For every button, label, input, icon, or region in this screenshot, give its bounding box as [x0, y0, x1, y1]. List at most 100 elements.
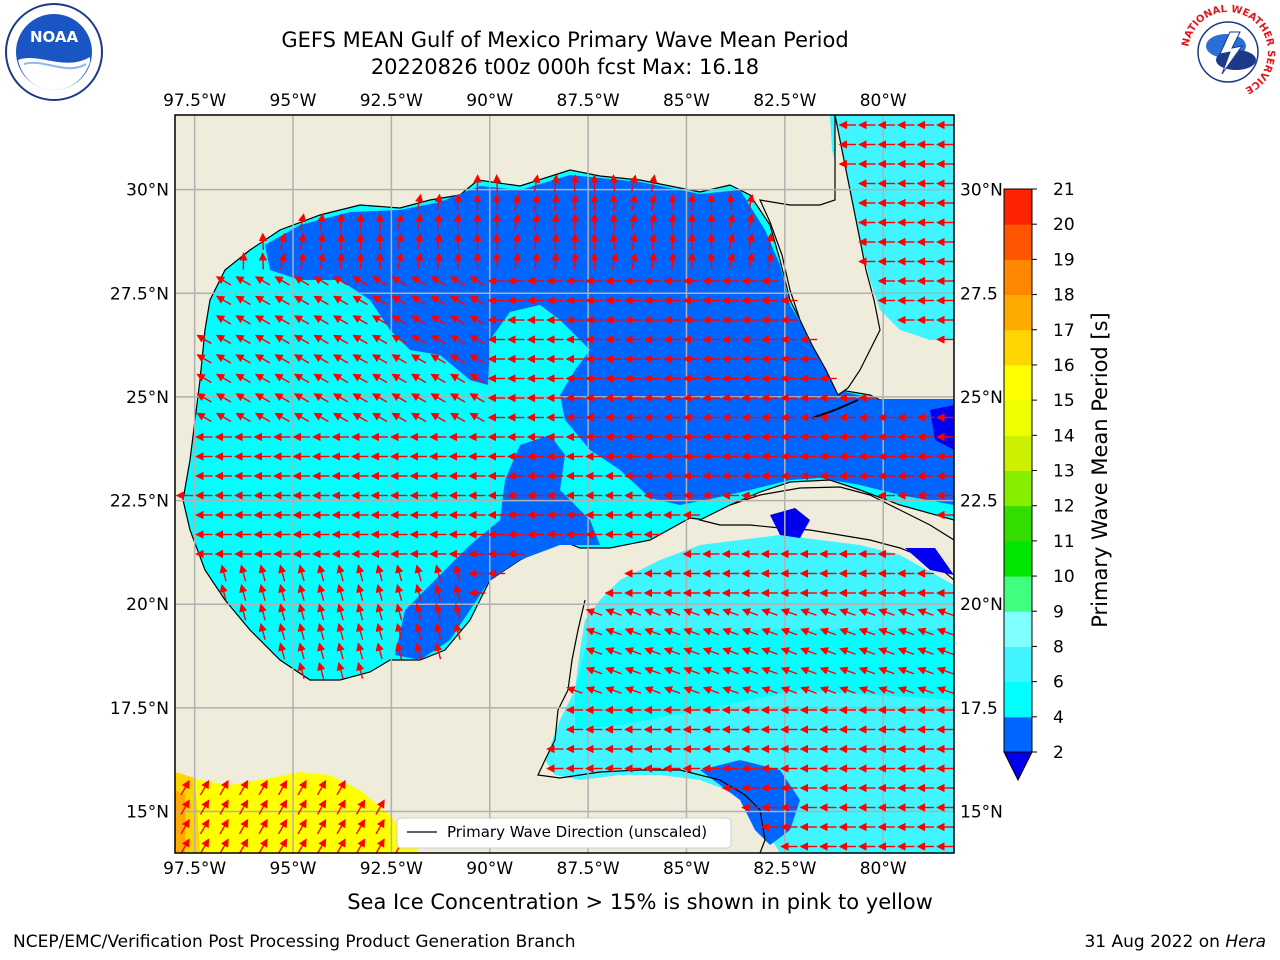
- wave-arrow: [707, 232, 716, 251]
- wave-arrow: [453, 564, 462, 582]
- wave-arrow: [605, 627, 622, 636]
- lon-tick-bottom: 85°W: [663, 859, 710, 879]
- wave-arrow: [663, 627, 681, 636]
- wave-arrow: [702, 686, 720, 695]
- wave-arrow: [707, 213, 716, 231]
- wave-arrow: [531, 252, 541, 270]
- colorbar-tick-label: 19: [1053, 250, 1075, 270]
- wave-arrow: [644, 686, 661, 695]
- lon-tick-bottom: 80°W: [860, 859, 907, 879]
- wave-arrow: [585, 666, 603, 675]
- wave-arrow: [336, 232, 346, 251]
- footer-branch: NCEP/EMC/Verification Post Processing Pr…: [13, 932, 576, 952]
- wave-arrow: [215, 334, 232, 345]
- wave-arrow: [352, 295, 368, 306]
- wave-arrow: [469, 393, 485, 403]
- wave-arrow: [410, 295, 427, 306]
- wave-arrow: [258, 583, 267, 601]
- wave-arrow: [371, 373, 388, 384]
- wave-arrow: [605, 647, 622, 656]
- wave-arrow: [687, 193, 697, 212]
- wave-arrow: [219, 779, 229, 796]
- wave-arrow: [434, 583, 443, 601]
- wave-arrow: [278, 583, 287, 601]
- wave-arrow: [492, 174, 502, 192]
- wave-arrow: [761, 686, 778, 695]
- lat-tick-left: 22.5°N: [110, 492, 169, 512]
- wave-arrow: [219, 564, 228, 582]
- wave-arrow: [761, 627, 778, 636]
- wave-arrow: [761, 647, 778, 656]
- wave-arrow: [293, 354, 310, 364]
- wave-arrow: [551, 252, 560, 270]
- wave-arrow: [391, 276, 407, 286]
- wave-arrow: [336, 661, 345, 679]
- wave-arrow: [278, 232, 287, 250]
- wave-arrow: [434, 252, 443, 270]
- wave-arrow: [336, 252, 346, 270]
- colorbar-tick-label: 11: [1053, 532, 1075, 552]
- wave-arrow: [415, 252, 424, 270]
- wave-arrow: [316, 799, 327, 815]
- wave-arrow: [761, 666, 778, 675]
- lon-tick-bottom: 82.5°W: [753, 859, 816, 879]
- wave-arrow: [278, 642, 287, 660]
- wave-arrow: [469, 295, 485, 306]
- wave-arrow: [430, 412, 446, 423]
- wave-arrow: [293, 295, 310, 306]
- wave-arrow: [371, 412, 388, 423]
- wave-arrow: [297, 583, 306, 601]
- wave-arrow: [878, 608, 895, 617]
- wave-arrow: [215, 315, 232, 325]
- wave-arrow: [332, 412, 349, 423]
- wave-arrow: [551, 232, 560, 251]
- wave-arrow: [819, 608, 837, 617]
- wave-arrow: [410, 354, 427, 364]
- wave-arrow: [274, 276, 290, 286]
- wave-arrow: [469, 276, 485, 286]
- lat-tick-right: 27.5: [960, 284, 998, 304]
- wave-arrow: [297, 564, 306, 582]
- wave-arrow: [297, 603, 306, 621]
- wave-arrow: [629, 252, 638, 270]
- wave-arrow: [702, 647, 720, 656]
- legend-label: Primary Wave Direction (unscaled): [447, 823, 707, 841]
- wave-arrow: [235, 276, 251, 286]
- wave-arrow: [196, 334, 212, 345]
- wave-arrow: [274, 412, 290, 423]
- wave-arrow: [274, 354, 290, 364]
- wave-arrow: [293, 373, 310, 384]
- colorbar-segment: [1004, 505, 1032, 542]
- wave-arrow: [469, 315, 485, 325]
- central-america-coast: [537, 599, 766, 853]
- wave-arrow: [317, 642, 326, 660]
- wave-arrow: [449, 354, 466, 364]
- wave-arrow: [741, 647, 759, 656]
- wave-arrow: [199, 799, 210, 815]
- wave-arrow: [274, 295, 290, 306]
- wave-arrow: [430, 334, 446, 345]
- wave-arrow: [235, 295, 251, 306]
- lon-tick-top: 90°W: [466, 91, 513, 111]
- footer-date: 31 Aug 2022 on Hera: [1084, 932, 1266, 952]
- wave-arrow: [570, 174, 580, 192]
- wave-arrow: [375, 642, 384, 660]
- wave-arrow: [371, 354, 388, 364]
- wave-arrow: [722, 686, 739, 695]
- wave-arrow: [702, 608, 720, 617]
- wave-arrow: [415, 232, 424, 251]
- wave-arrow: [391, 393, 407, 403]
- wave-arrow: [453, 193, 463, 212]
- wave-arrow: [298, 213, 307, 231]
- wave-arrow: [434, 232, 443, 251]
- wave-arrow: [254, 373, 271, 384]
- lat-tick-right: 20°N: [960, 595, 1003, 615]
- wave-arrow: [897, 627, 915, 636]
- wave-arrow: [551, 174, 560, 192]
- wave-arrow: [293, 334, 310, 345]
- map-title: GEFS MEAN Gulf of Mexico Primary Wave Me…: [281, 28, 849, 52]
- lon-tick-top: 95°W: [270, 91, 317, 111]
- lon-tick-bottom: 90°W: [466, 859, 513, 879]
- wave-arrow: [297, 838, 307, 853]
- wave-arrow: [746, 232, 755, 250]
